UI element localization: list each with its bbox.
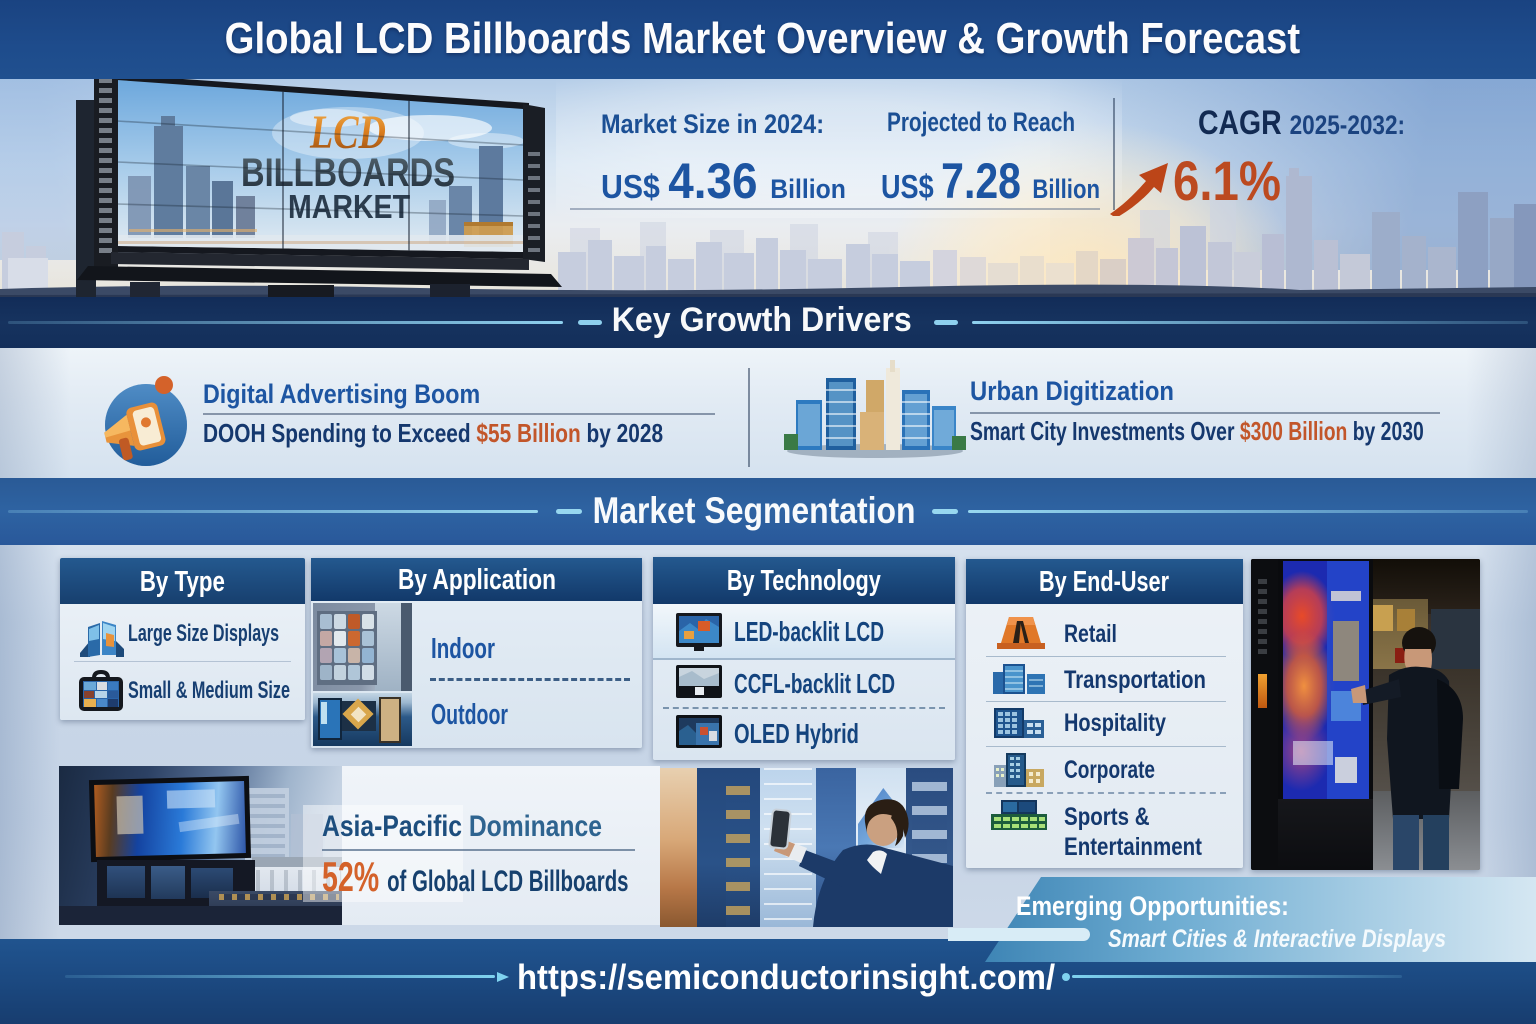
svg-text:BILLBOARDS: BILLBOARDS <box>241 151 455 195</box>
svg-text:MARKET: MARKET <box>288 188 410 225</box>
svg-text:LCD: LCD <box>309 106 386 159</box>
